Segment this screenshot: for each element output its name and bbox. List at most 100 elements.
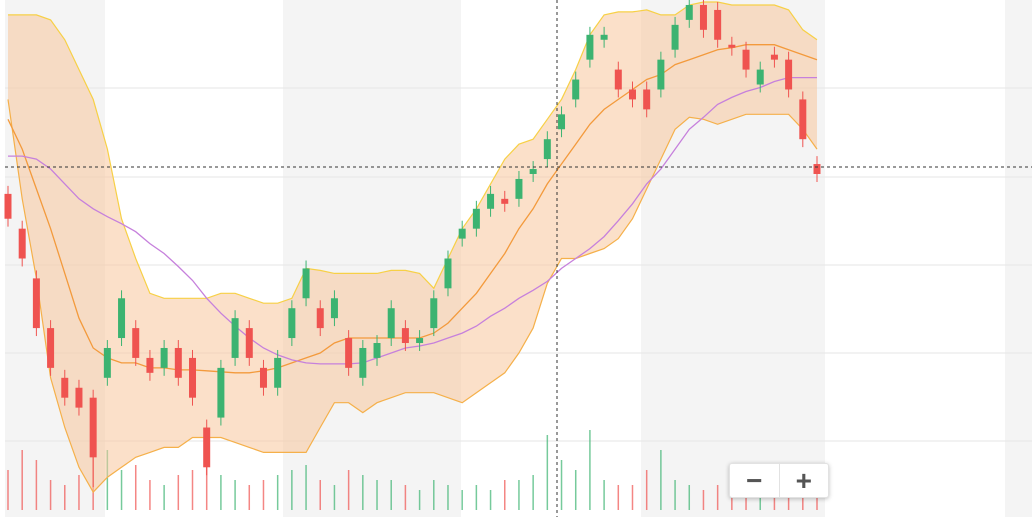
volume-bar bbox=[489, 490, 492, 510]
candle-body bbox=[543, 139, 551, 160]
candle-body bbox=[671, 24, 679, 50]
candle-body bbox=[770, 54, 778, 60]
candle-body bbox=[600, 34, 608, 40]
volume-bar bbox=[276, 475, 279, 510]
volume-bar bbox=[205, 455, 208, 510]
candle-body bbox=[75, 387, 83, 408]
volume-bar bbox=[716, 485, 719, 510]
volume-bar bbox=[674, 480, 676, 510]
candle-body bbox=[458, 228, 466, 239]
volume-bar bbox=[319, 480, 321, 510]
volume-bar bbox=[64, 485, 66, 510]
volume-bar bbox=[631, 485, 634, 510]
volume-bar bbox=[49, 480, 52, 510]
candle-body bbox=[118, 298, 126, 339]
volume-bar bbox=[248, 485, 251, 510]
volume-bar bbox=[234, 480, 236, 510]
candle-body bbox=[657, 59, 665, 90]
shade-band bbox=[1005, 0, 1032, 517]
volume-bar bbox=[106, 450, 109, 510]
volume-bar bbox=[688, 485, 691, 510]
candle-body bbox=[799, 99, 807, 140]
candle-body bbox=[785, 59, 793, 90]
candle-body bbox=[416, 338, 424, 344]
candle-body bbox=[373, 343, 381, 358]
volume-bar bbox=[220, 475, 222, 510]
volume-bar bbox=[759, 490, 761, 510]
volume-bar bbox=[347, 470, 350, 510]
volume-bar bbox=[702, 490, 705, 510]
volume-bar bbox=[447, 485, 449, 510]
volume-bar bbox=[546, 435, 549, 510]
candle-body bbox=[643, 89, 651, 110]
volume-bar bbox=[418, 490, 421, 510]
candle-body bbox=[132, 328, 140, 358]
volume-bar bbox=[333, 485, 336, 510]
candle-body bbox=[288, 308, 296, 339]
band-upper bbox=[8, 1, 818, 304]
candle-body bbox=[231, 318, 239, 358]
volume-bar bbox=[149, 480, 151, 510]
candle-body bbox=[529, 169, 537, 174]
candle-body bbox=[501, 198, 509, 204]
zoom-in-button[interactable]: + bbox=[778, 464, 829, 497]
candle-body bbox=[4, 193, 12, 219]
candle-body bbox=[515, 178, 523, 199]
candle-body bbox=[756, 69, 764, 85]
volume-bar bbox=[433, 480, 435, 510]
candle-body bbox=[728, 44, 736, 48]
candle-body bbox=[430, 298, 438, 329]
candle-body bbox=[444, 258, 452, 289]
moving-average bbox=[7, 44, 818, 374]
candle-body bbox=[685, 4, 693, 20]
volume-bar bbox=[120, 470, 123, 510]
volume-bar bbox=[660, 450, 662, 510]
volume-bar bbox=[504, 480, 506, 510]
volume-bar bbox=[21, 450, 23, 510]
moving-average bbox=[8, 76, 817, 365]
volume-bar bbox=[475, 485, 478, 510]
candle-body bbox=[628, 89, 636, 100]
volume-bar bbox=[532, 475, 534, 510]
candle-body bbox=[472, 208, 480, 229]
volume-bar bbox=[589, 430, 591, 510]
volume-bar bbox=[7, 470, 9, 510]
candle-body bbox=[217, 367, 225, 418]
volume-bar bbox=[603, 480, 605, 510]
volume-bar bbox=[390, 480, 392, 510]
candle-body bbox=[401, 328, 409, 344]
volume-bar bbox=[518, 480, 520, 510]
volume-bar bbox=[291, 470, 293, 510]
candle-body bbox=[18, 228, 26, 259]
plot bbox=[4, 0, 821, 510]
volume-bar bbox=[163, 485, 165, 510]
candle-body bbox=[32, 278, 40, 329]
candle-body bbox=[586, 34, 594, 60]
volume-bar bbox=[78, 475, 80, 510]
volume-bar bbox=[461, 490, 463, 510]
volume-bar bbox=[134, 465, 137, 510]
volume-bar bbox=[177, 475, 180, 510]
candle-body bbox=[387, 308, 395, 339]
zoom-controls: − + bbox=[729, 463, 829, 498]
volume-bar bbox=[404, 485, 407, 510]
candle-body bbox=[259, 367, 267, 388]
candle-body bbox=[714, 9, 722, 40]
candle-body bbox=[359, 347, 367, 378]
volume-bar bbox=[574, 470, 577, 510]
candle-body bbox=[274, 357, 282, 388]
candle-body bbox=[89, 397, 97, 458]
candle-body bbox=[47, 328, 55, 368]
candle-body bbox=[203, 427, 211, 468]
candle-body bbox=[146, 357, 154, 373]
candle-body bbox=[614, 69, 622, 90]
volume-bar bbox=[305, 465, 307, 510]
candle-body bbox=[160, 347, 168, 368]
candle-body bbox=[345, 338, 353, 368]
candle-body bbox=[813, 164, 821, 174]
zoom-out-button[interactable]: − bbox=[746, 464, 763, 496]
candle-body bbox=[61, 377, 69, 398]
candle-body bbox=[558, 114, 566, 130]
candle-body bbox=[103, 347, 111, 378]
